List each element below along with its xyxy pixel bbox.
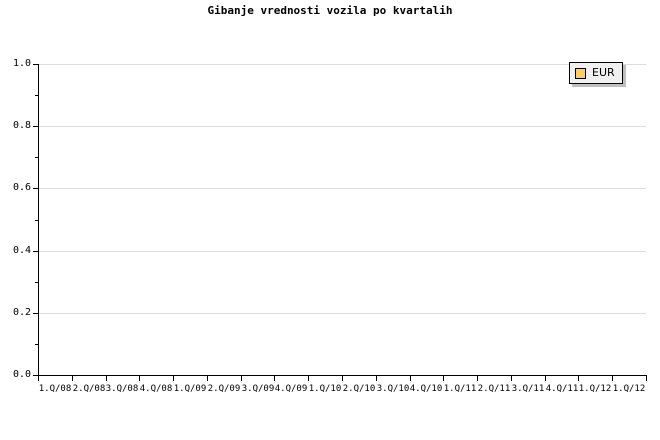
x-tick <box>139 376 140 381</box>
x-tick <box>106 376 107 381</box>
x-tick-label: 2.Q/11 <box>477 384 511 394</box>
x-tick <box>173 376 174 381</box>
x-tick-label: 4.Q/11 <box>545 384 579 394</box>
x-tick <box>612 376 613 381</box>
plot-area <box>38 64 646 376</box>
y-axis-spine <box>38 64 39 376</box>
legend-swatch-icon <box>575 67 586 79</box>
gridline <box>38 64 646 65</box>
legend-label: EUR <box>592 66 615 79</box>
y-tick-major <box>33 64 38 65</box>
x-tick <box>342 376 343 381</box>
x-tick <box>207 376 208 381</box>
y-tick-label: 0.6 <box>12 182 31 194</box>
x-tick <box>477 376 478 381</box>
y-tick-major <box>33 312 38 314</box>
y-tick-label: 1.0 <box>12 58 31 69</box>
y-tick-minor <box>35 219 38 221</box>
x-tick <box>308 376 309 381</box>
y-tick-minor <box>35 95 38 97</box>
gridline <box>38 312 646 314</box>
x-tick-label: 3.Q/09 <box>241 384 275 394</box>
x-tick-label: 3.Q/11 <box>511 384 545 394</box>
x-tick-label: 1.Q/10 <box>308 384 342 394</box>
y-tick-label: 0.4 <box>12 244 31 256</box>
x-axis-spine <box>38 375 647 376</box>
x-tick-label: 3.Q/08 <box>105 384 139 394</box>
x-tick-label: 2.Q/10 <box>342 384 376 394</box>
y-tick-minor <box>35 281 38 283</box>
x-tick-label: 2.Q/09 <box>207 384 241 394</box>
y-tick-label: 0.2 <box>12 306 31 318</box>
chart-title: Gibanje vrednosti vozila po kvartalih <box>207 4 453 17</box>
y-tick-major <box>33 375 38 376</box>
y-tick-major <box>33 188 38 190</box>
x-tick <box>511 376 512 381</box>
x-tick <box>578 376 579 381</box>
x-tick <box>443 376 444 381</box>
y-tick-label: 0.0 <box>12 369 31 380</box>
x-tick <box>38 376 39 381</box>
x-tick-label: 1.Q/08 <box>38 384 72 394</box>
y-tick-major <box>33 250 38 252</box>
gridline <box>38 126 646 128</box>
x-tick <box>410 376 411 381</box>
x-tick <box>376 376 377 381</box>
y-tick-major <box>33 126 38 128</box>
x-tick-label: 1.Q/12 <box>612 384 646 394</box>
x-tick-label: 1.Q/11 <box>443 384 477 394</box>
series-layer <box>38 64 646 375</box>
chart-legend[interactable]: EUR <box>569 62 623 84</box>
x-tick-label: 1.Q/09 <box>173 384 207 394</box>
y-tick-label: 0.8 <box>12 120 31 132</box>
x-tick <box>545 376 546 381</box>
x-tick <box>241 376 242 381</box>
x-tick-label: 3.Q/10 <box>376 384 410 394</box>
y-tick-minor <box>35 343 38 345</box>
gridline <box>38 188 646 190</box>
y-tick-minor <box>35 157 38 159</box>
x-tick-label: 4.Q/10 <box>409 384 443 394</box>
x-tick <box>646 376 647 381</box>
x-tick-label: 4.Q/08 <box>139 384 173 394</box>
y-axis-labels: 0.0 0.2 0.4 0.6 0.8 1.0 <box>0 0 31 440</box>
x-tick <box>72 376 73 381</box>
x-tick <box>274 376 275 381</box>
x-tick-label: 4.Q/09 <box>274 384 308 394</box>
x-tick-label: 1.Q/12 <box>578 384 612 394</box>
x-tick-label: 2.Q/08 <box>72 384 106 394</box>
gridline <box>38 250 646 252</box>
